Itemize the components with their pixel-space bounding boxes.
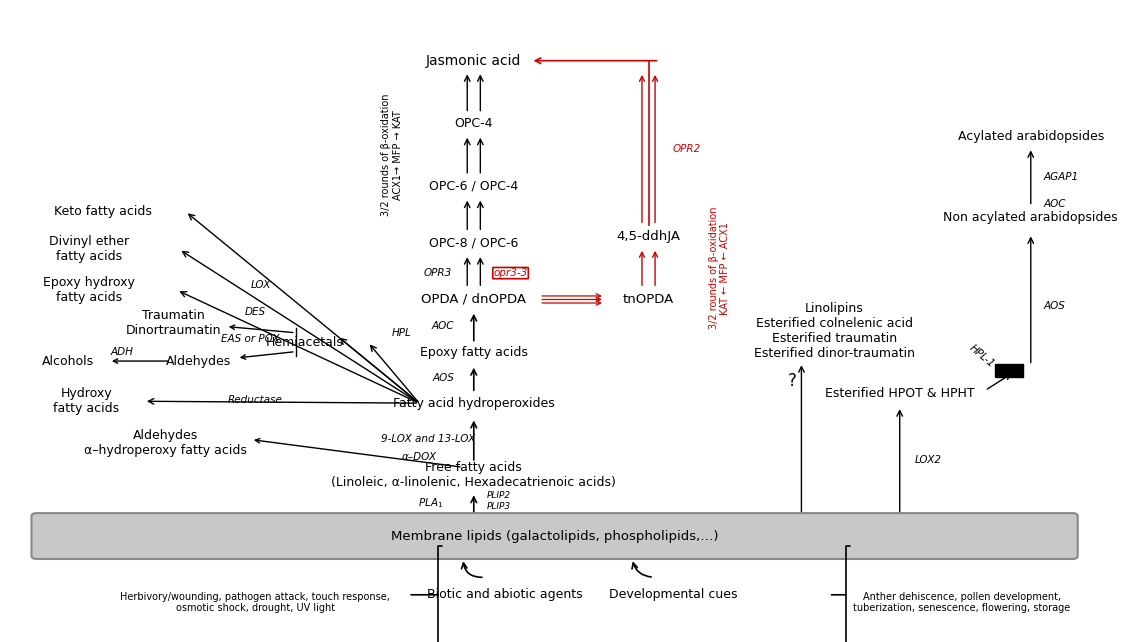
Text: EAS or POX: EAS or POX bbox=[220, 334, 279, 344]
Text: Alcohols: Alcohols bbox=[42, 354, 93, 368]
Text: 3/2 rounds of β-oxidation
ACX1→ MFP → KAT: 3/2 rounds of β-oxidation ACX1→ MFP → KA… bbox=[381, 94, 403, 216]
Text: PLIP2
PLIP3: PLIP2 PLIP3 bbox=[487, 492, 511, 511]
Text: opr3-3: opr3-3 bbox=[494, 268, 528, 278]
Text: Aldehydes: Aldehydes bbox=[166, 354, 232, 368]
Text: Jasmonic acid: Jasmonic acid bbox=[426, 54, 521, 67]
Text: Biotic and abiotic agents: Biotic and abiotic agents bbox=[427, 588, 582, 602]
Text: 9-LOX and 13-LOX: 9-LOX and 13-LOX bbox=[380, 434, 476, 444]
Text: Acylated arabidopsides: Acylated arabidopsides bbox=[958, 130, 1104, 143]
Text: HPL: HPL bbox=[392, 328, 412, 338]
Text: Non acylated arabidopsides: Non acylated arabidopsides bbox=[943, 211, 1118, 224]
Text: AGAP1: AGAP1 bbox=[1044, 172, 1079, 182]
Text: HPL-1: HPL-1 bbox=[967, 343, 997, 369]
Text: Hemiacetals: Hemiacetals bbox=[266, 336, 344, 349]
Text: Reductase: Reductase bbox=[228, 395, 283, 405]
Text: ?: ? bbox=[788, 372, 797, 390]
Text: Fatty acid hydroperoxides: Fatty acid hydroperoxides bbox=[393, 397, 555, 410]
Text: Epoxy fatty acids: Epoxy fatty acids bbox=[420, 347, 528, 360]
Text: Herbivory/wounding, pathogen attack, touch response,
osmotic shock, drought, UV : Herbivory/wounding, pathogen attack, tou… bbox=[120, 591, 390, 613]
Text: Developmental cues: Developmental cues bbox=[609, 588, 738, 602]
Text: Epoxy hydroxy
fatty acids: Epoxy hydroxy fatty acids bbox=[43, 276, 135, 304]
Text: OPC-6 / OPC-4: OPC-6 / OPC-4 bbox=[429, 180, 519, 193]
Text: LOX: LOX bbox=[251, 280, 271, 290]
Text: Keto fatty acids: Keto fatty acids bbox=[53, 205, 151, 218]
Text: DES: DES bbox=[245, 307, 266, 317]
Text: ADH: ADH bbox=[111, 347, 134, 357]
Text: Traumatin
Dinortraumatin: Traumatin Dinortraumatin bbox=[126, 309, 221, 337]
Text: Esterified HPOT & HPHT: Esterified HPOT & HPHT bbox=[825, 387, 975, 400]
Text: Divinyl ether
fatty acids: Divinyl ether fatty acids bbox=[49, 235, 129, 263]
Text: Anther dehiscence, pollen development,
tuberization, senescence, flowering, stor: Anther dehiscence, pollen development, t… bbox=[854, 591, 1070, 613]
Text: OPC-8 / OPC-6: OPC-8 / OPC-6 bbox=[429, 236, 519, 250]
Text: tnOPDA: tnOPDA bbox=[623, 293, 674, 306]
Text: Hydroxy
fatty acids: Hydroxy fatty acids bbox=[53, 387, 119, 415]
Text: LOX2: LOX2 bbox=[915, 455, 942, 465]
Text: 4,5-ddhJA: 4,5-ddhJA bbox=[616, 230, 681, 243]
FancyBboxPatch shape bbox=[994, 364, 1023, 377]
Text: AOC: AOC bbox=[431, 322, 454, 331]
Text: Aldehydes
α–hydroperoxy fatty acids: Aldehydes α–hydroperoxy fatty acids bbox=[84, 429, 247, 456]
Text: OPR3: OPR3 bbox=[423, 268, 452, 278]
Text: OPDA / dnOPDA: OPDA / dnOPDA bbox=[421, 293, 527, 306]
Text: OPR2: OPR2 bbox=[673, 144, 700, 153]
FancyBboxPatch shape bbox=[32, 513, 1078, 559]
Text: α–DOX: α–DOX bbox=[402, 451, 437, 462]
Text: 3/2 rounds of β-oxidation
KAT ← MFP ← ACX1: 3/2 rounds of β-oxidation KAT ← MFP ← AC… bbox=[708, 207, 730, 329]
Text: AOC: AOC bbox=[1044, 199, 1067, 209]
Text: $PLA_1$: $PLA_1$ bbox=[418, 496, 443, 510]
Text: Linolipins
Esterified colnelenic acid
Esterified traumatin
Esterified dinor-trau: Linolipins Esterified colnelenic acid Es… bbox=[754, 302, 915, 360]
Text: Free fatty acids
(Linoleic, α-linolenic, Hexadecatrienoic acids): Free fatty acids (Linoleic, α-linolenic,… bbox=[331, 462, 616, 489]
Text: Membrane lipids (galactolipids, phospholipids,…): Membrane lipids (galactolipids, phosphol… bbox=[390, 530, 718, 543]
Text: AOS: AOS bbox=[1044, 300, 1066, 311]
Text: OPC-4: OPC-4 bbox=[454, 117, 493, 130]
Text: AOS: AOS bbox=[432, 373, 454, 383]
